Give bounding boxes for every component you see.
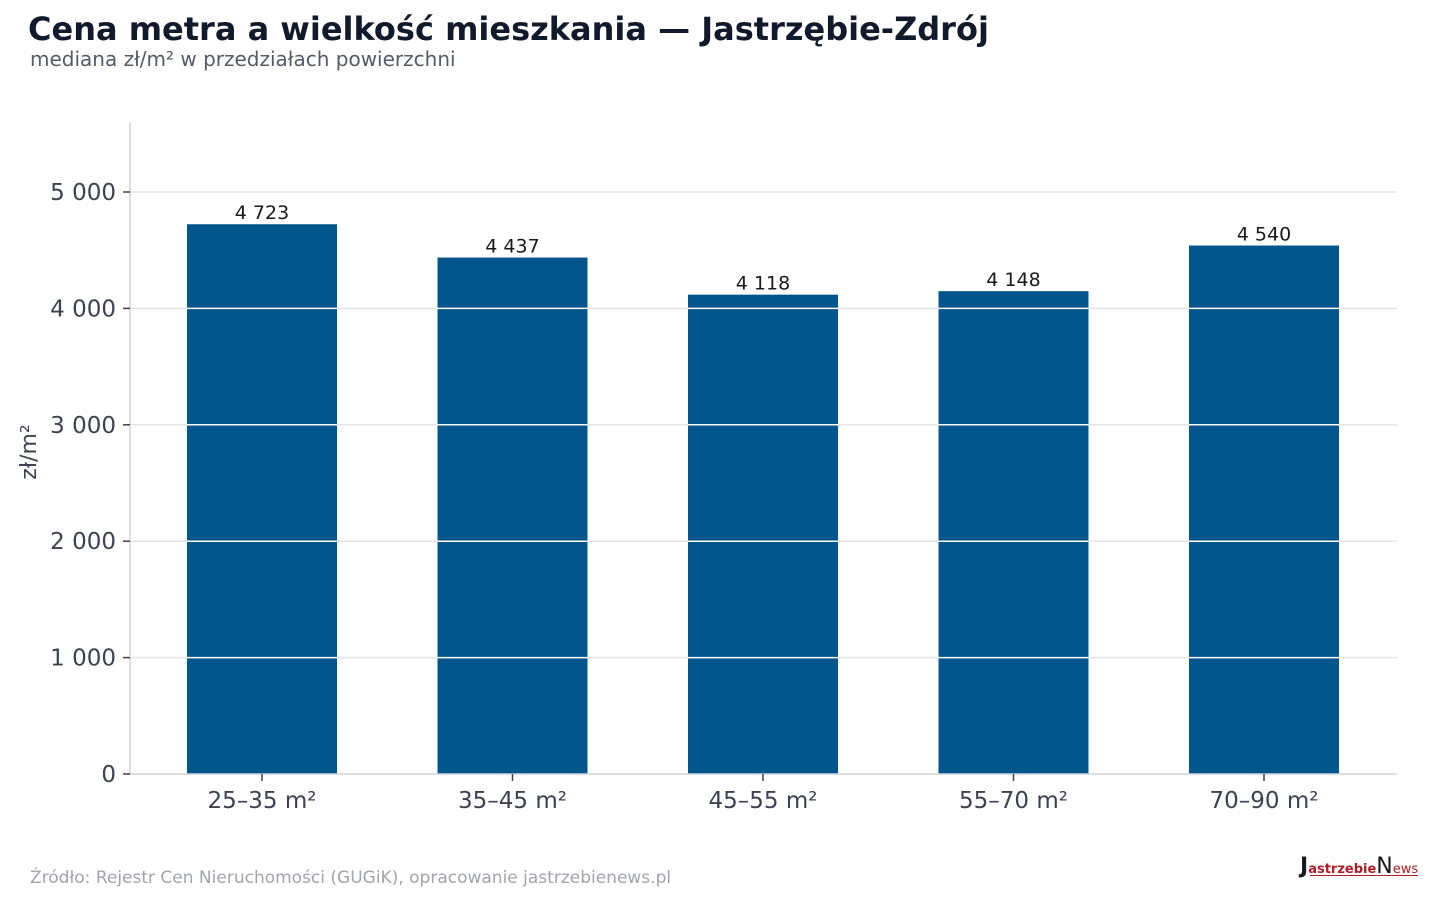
y-tick-label: 1 000 (50, 646, 116, 672)
value-label: 4 437 (485, 236, 539, 258)
bar (938, 291, 1089, 774)
x-tick-labels: 25–35 m² 35–45 m² 45–55 m² 55–70 m² 70–90 m² (208, 788, 1319, 814)
axes (123, 122, 1397, 781)
value-label: 4 540 (1237, 224, 1291, 246)
chart-subtitle: mediana zł/m² w przedziałach powierzchni (30, 47, 456, 71)
bar (688, 294, 838, 774)
logo-text-ews: ews (1392, 862, 1419, 877)
y-axis-label: zł/m² (17, 424, 42, 479)
value-labels: 4 723 4 437 4 118 4 148 4 540 (235, 202, 1291, 294)
y-tick-label: 3 000 (50, 413, 116, 439)
value-label: 4 723 (235, 202, 289, 224)
bar (1189, 245, 1339, 774)
logo-text-astrzebie: astrzebie (1308, 862, 1377, 877)
x-tick-label: 45–55 m² (709, 788, 818, 814)
y-tick-label: 4 000 (50, 296, 116, 322)
x-tick-label: 35–45 m² (458, 788, 567, 814)
source-note: Źródło: Rejestr Cen Nieruchomości (GUGiK… (30, 868, 672, 888)
logo-letter-j: J (1300, 854, 1309, 879)
y-tick-label: 2 000 (50, 529, 116, 555)
logo-underline (1310, 875, 1419, 876)
y-tick-label: 5 000 (50, 180, 116, 206)
bar (437, 257, 588, 774)
value-label: 4 118 (736, 273, 790, 295)
y-tick-label: 0 (101, 762, 116, 788)
bar (187, 224, 337, 774)
logo-letter-n: N (1376, 854, 1393, 879)
x-tick-label: 25–35 m² (208, 788, 317, 814)
x-tick-label: 70–90 m² (1210, 788, 1319, 814)
value-label: 4 148 (986, 269, 1040, 291)
x-tick-label: 55–70 m² (959, 788, 1068, 814)
bars (187, 224, 1339, 774)
chart-title: Cena metra a wielkość mieszkania — Jastr… (28, 10, 989, 48)
y-tick-labels: 0 1 000 2 000 3 000 4 000 5 000 (50, 180, 116, 788)
